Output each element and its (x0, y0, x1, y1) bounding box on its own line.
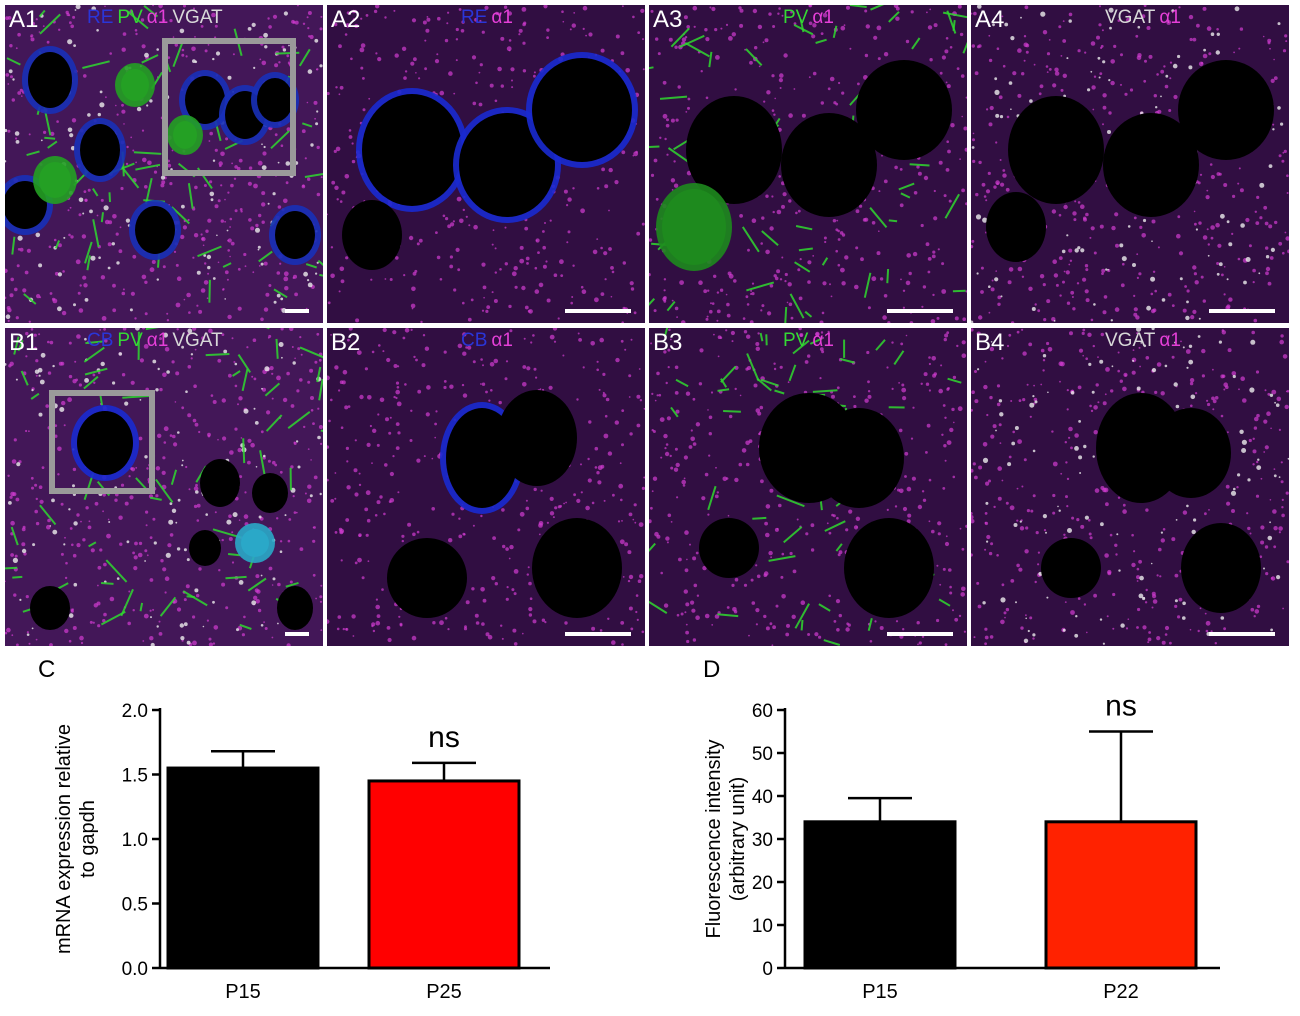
bar-p22 (1044, 820, 1198, 970)
y-tick-label: 20 (752, 873, 773, 894)
scale-bar (285, 632, 309, 636)
y-axis-label: to gapdh (77, 800, 99, 878)
channel-legend: VGAT α1 (1101, 330, 1181, 352)
micrograph-image (971, 328, 1289, 646)
panel-letter-c: C (38, 656, 56, 683)
y-tick-label: 50 (752, 744, 773, 765)
channel-label: PV (783, 7, 809, 28)
bar-p15 (803, 820, 957, 970)
significance-annotation: ns (1105, 690, 1137, 723)
channel-label: α1 (491, 330, 513, 351)
x-tick-label: P25 (426, 981, 462, 1003)
micrograph-panel-a3: A3 PV α1 (649, 5, 967, 323)
panel-label: B4 (975, 329, 1005, 356)
channel-label: α1 (146, 7, 169, 28)
channel-legend: RE PV α1 VGAT (83, 7, 223, 29)
scale-bar (565, 632, 631, 636)
micrograph-image (5, 328, 323, 646)
channel-label: PV (783, 330, 809, 351)
bar-chart-svg: Fluorescence intensity (arbitrary unit) 0 1… (703, 690, 1220, 1003)
channel-label: α1 (812, 330, 834, 351)
micrograph-grid: A1 RE PV α1 VGAT A2 RE α1 A3 PV α1 A4 VGAT α1 B1 CB PV α1… (5, 5, 1295, 653)
micrograph-image (971, 5, 1289, 323)
micrograph-panel-b4: B4 VGAT α1 (971, 328, 1289, 646)
y-tick-label: 2.0 (122, 701, 148, 722)
y-tick-label: 0.5 (122, 895, 148, 916)
channel-label: α1 (1159, 330, 1181, 351)
y-tick-label: 1.0 (122, 830, 148, 851)
chart-d: Fluorescence intensity (arbitrary unit) 0 1… (700, 680, 1260, 1010)
bar-p25 (367, 779, 521, 970)
scale-bar (1209, 309, 1275, 313)
channel-legend: VGAT α1 (1101, 7, 1181, 29)
x-tick-label: P15 (225, 981, 261, 1003)
y-tick-label: 10 (752, 916, 773, 937)
y-tick-label: 0.0 (122, 959, 148, 980)
micrograph-panel-a1: A1 RE PV α1 VGAT (5, 5, 323, 323)
channel-label: α1 (491, 7, 513, 28)
scale-bar (1209, 632, 1275, 636)
y-tick-label: 0 (762, 959, 773, 980)
scale-bar (285, 309, 309, 313)
micrograph-panel-b1: B1 CB PV α1 VGAT (5, 328, 323, 646)
panel-label: B2 (331, 329, 361, 356)
significance-annotation: ns (428, 721, 460, 754)
channel-label: VGAT (1105, 330, 1156, 351)
micrograph-panel-b3: B3 PV α1 (649, 328, 967, 646)
scale-bar (887, 632, 953, 636)
y-tick-label: 40 (752, 787, 773, 808)
chart-c: mRNA expression relative to gapdh 0.0 0.5 1.… (30, 680, 590, 1010)
channel-label: CB (87, 330, 114, 351)
channel-label: VGAT (172, 7, 223, 28)
x-tick-label: P22 (1103, 981, 1139, 1003)
scale-bar (887, 309, 953, 313)
panel-label: A3 (653, 6, 683, 33)
micrograph-image (327, 328, 645, 646)
channel-label: α1 (812, 7, 834, 28)
bar-chart-svg: mRNA expression relative to gapdh 0.0 0.5 1.… (53, 701, 550, 1003)
y-tick-label: 60 (752, 701, 773, 722)
channel-legend: PV α1 (779, 7, 834, 29)
micrograph-image (327, 5, 645, 323)
channel-legend: RE α1 (457, 7, 513, 29)
micrograph-image (649, 5, 967, 323)
panel-label: A1 (9, 6, 39, 33)
channel-legend: CB α1 (457, 330, 513, 352)
y-axis-label: mRNA expression relative (53, 724, 75, 954)
y-axis-label: (arbitrary unit) (727, 777, 749, 901)
y-tick-label: 1.5 (122, 766, 148, 787)
panel-label: A2 (331, 6, 361, 33)
x-tick-label: P15 (862, 981, 898, 1003)
panel-letter-d: D (703, 656, 721, 683)
y-tick-label: 30 (752, 830, 773, 851)
panel-label: A4 (975, 6, 1005, 33)
channel-label: CB (461, 330, 488, 351)
channel-legend: CB PV α1 VGAT (83, 330, 223, 352)
channel-label: RE (461, 7, 488, 28)
channel-label: PV (117, 330, 143, 351)
channel-label: α1 (1159, 7, 1181, 28)
scale-bar (565, 309, 631, 313)
channel-legend: PV α1 (779, 330, 834, 352)
micrograph-image (5, 5, 323, 323)
channel-label: RE (87, 7, 114, 28)
micrograph-panel-a2: A2 RE α1 (327, 5, 645, 323)
micrograph-image (649, 328, 967, 646)
micrograph-panel-b2: B2 CB α1 (327, 328, 645, 646)
panel-label: B3 (653, 329, 683, 356)
channel-label: PV (117, 7, 143, 28)
channel-label: VGAT (172, 330, 223, 351)
y-axis-label: Fluorescence intensity (703, 740, 725, 939)
micrograph-panel-a4: A4 VGAT α1 (971, 5, 1289, 323)
channel-label: α1 (146, 330, 169, 351)
bar-p15 (166, 766, 320, 970)
panel-label: B1 (9, 329, 39, 356)
channel-label: VGAT (1105, 7, 1156, 28)
